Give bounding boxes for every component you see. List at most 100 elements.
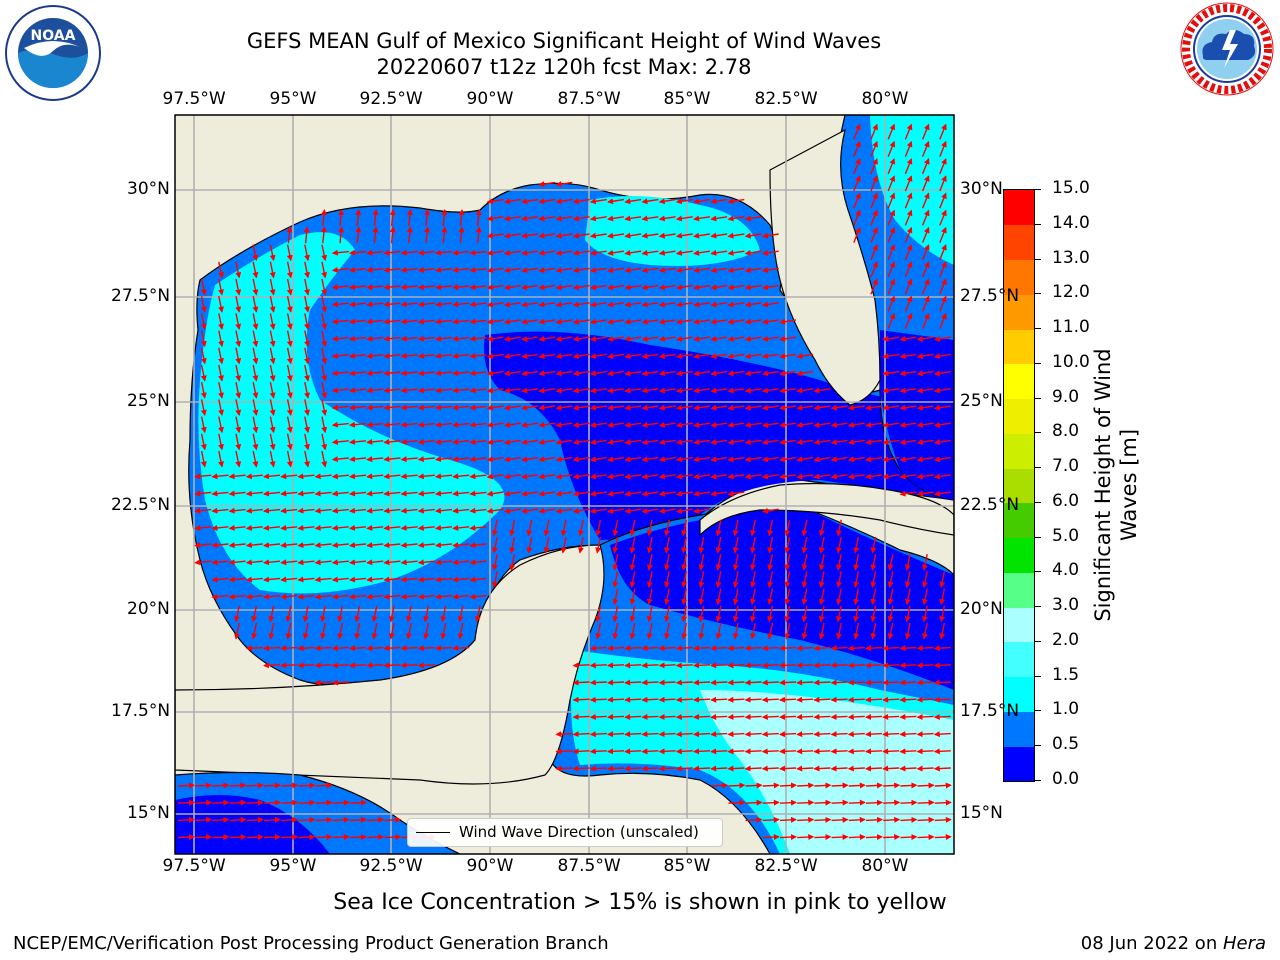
wave-direction-arrow — [664, 519, 670, 537]
wave-direction-arrow — [486, 232, 504, 239]
wave-direction-arrow — [503, 267, 521, 274]
wave-direction-arrow — [469, 490, 487, 497]
wave-direction-arrow — [813, 696, 831, 703]
wave-direction-arrow — [727, 421, 745, 428]
wave-direction-arrow — [870, 571, 877, 588]
wave-direction-arrow — [658, 490, 676, 497]
wave-direction-arrow — [693, 249, 711, 256]
wave-direction-arrow — [646, 571, 653, 588]
wave-direction-arrow — [366, 473, 384, 480]
wave-direction-arrow — [314, 576, 332, 583]
wave-direction-arrow — [349, 301, 367, 308]
wave-direction-arrow — [675, 696, 693, 703]
wave-direction-arrow — [624, 439, 642, 446]
wave-direction-arrow — [366, 249, 384, 256]
wave-direction-arrow — [836, 519, 842, 537]
wave-direction-arrow — [744, 267, 762, 274]
wave-direction-arrow — [836, 588, 842, 606]
wave-direction-arrow — [521, 335, 539, 342]
colorbar — [1003, 189, 1035, 782]
wave-direction-arrow — [304, 244, 310, 262]
wave-direction-arrow — [831, 816, 849, 823]
wave-direction-arrow — [320, 605, 326, 623]
wave-direction-arrow — [813, 679, 831, 686]
wave-direction-arrow — [383, 507, 401, 514]
wave-direction-arrow — [338, 226, 345, 244]
colorbar-segment — [1004, 607, 1034, 643]
wave-direction-arrow — [693, 765, 711, 772]
wave-direction-arrow — [297, 507, 315, 514]
wave-direction-arrow — [555, 301, 573, 308]
wave-direction-arrow — [887, 261, 896, 278]
wave-direction-arrow — [458, 226, 465, 244]
wave-direction-arrow — [218, 347, 224, 365]
wave-direction-arrow — [538, 507, 556, 514]
wave-direction-arrow — [899, 404, 917, 411]
wave-direction-arrow — [641, 507, 659, 514]
wave-direction-arrow — [286, 226, 293, 244]
wave-direction-arrow — [744, 765, 762, 772]
wave-direction-arrow — [521, 404, 539, 411]
wave-direction-arrow — [263, 490, 281, 497]
wave-direction-arrow — [710, 679, 728, 686]
wave-direction-arrow — [899, 387, 917, 394]
wave-direction-arrow — [624, 662, 642, 669]
wave-direction-arrow — [744, 456, 762, 463]
wave-direction-arrow — [286, 296, 293, 313]
wave-direction-arrow — [818, 554, 825, 571]
wave-direction-arrow — [761, 456, 779, 463]
wave-direction-arrow — [417, 662, 435, 669]
wave-direction-arrow — [658, 713, 676, 720]
wave-direction-arrow — [252, 313, 259, 330]
wave-direction-arrow — [658, 731, 676, 738]
wave-direction-arrow — [813, 473, 831, 480]
wave-direction-arrow — [933, 473, 951, 480]
wave-direction-arrow — [715, 571, 722, 588]
wave-direction-arrow — [417, 456, 435, 463]
wave-direction-arrow — [882, 370, 900, 377]
wave-direction-arrow — [710, 439, 728, 446]
wave-direction-arrow — [899, 370, 917, 377]
colorbar-segment — [1004, 746, 1034, 782]
wave-direction-arrow — [693, 456, 711, 463]
wave-direction-arrow — [314, 507, 332, 514]
wave-direction-arrow — [658, 387, 676, 394]
wave-direction-arrow — [847, 748, 865, 755]
wave-direction-arrow — [314, 473, 332, 480]
wave-direction-arrow — [745, 799, 763, 806]
wave-direction-arrow — [521, 387, 539, 394]
wave-direction-arrow — [538, 318, 556, 325]
wave-direction-arrow — [486, 267, 504, 274]
wave-direction-arrow — [899, 490, 917, 497]
wave-direction-arrow — [366, 593, 384, 600]
wave-direction-arrow — [728, 782, 746, 789]
wave-direction-arrow — [521, 267, 539, 274]
wave-direction-arrow — [744, 731, 762, 738]
wave-direction-arrow — [469, 387, 487, 394]
wave-direction-arrow — [486, 507, 504, 514]
wave-direction-arrow — [572, 731, 590, 738]
colorbar-tick-label: 0.5 — [1052, 734, 1080, 755]
wave-direction-arrow — [934, 834, 952, 841]
wave-direction-arrow — [572, 473, 590, 480]
wave-direction-arrow — [939, 175, 947, 192]
wave-direction-arrow — [693, 232, 711, 239]
wave-direction-arrow — [727, 456, 745, 463]
wave-direction-arrow — [883, 816, 901, 823]
wave-direction-arrow — [578, 536, 584, 554]
wave-direction-arrow — [492, 554, 498, 571]
wave-direction-arrow — [400, 456, 418, 463]
wave-direction-arrow — [762, 834, 780, 841]
wave-direction-arrow — [486, 284, 504, 291]
wave-direction-arrow — [297, 490, 315, 497]
wave-direction-arrow — [366, 576, 384, 583]
wave-direction-arrow — [452, 387, 470, 394]
wave-direction-arrow — [779, 335, 797, 342]
wave-direction-arrow — [784, 588, 791, 606]
wave-direction-arrow — [939, 192, 947, 209]
wave-direction-arrow — [693, 370, 711, 377]
wave-direction-arrow — [900, 834, 918, 841]
wave-direction-arrow — [383, 559, 401, 566]
wave-direction-arrow — [904, 226, 913, 243]
wave-direction-arrow — [469, 301, 487, 308]
